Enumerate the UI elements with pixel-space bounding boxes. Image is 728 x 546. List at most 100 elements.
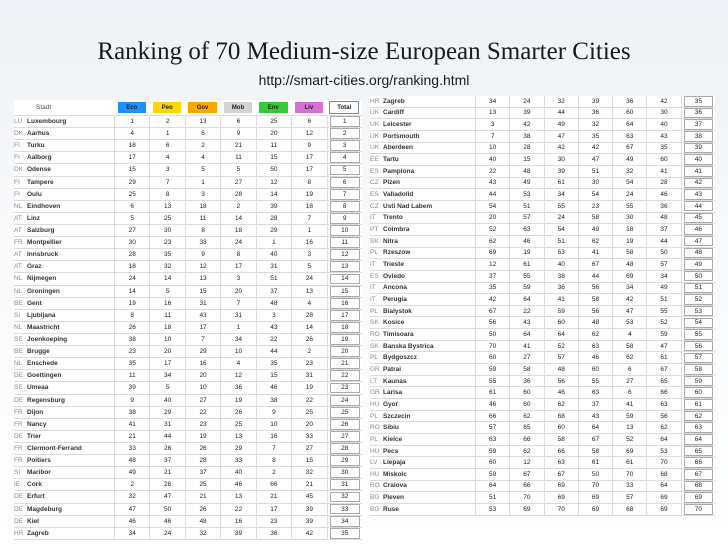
score-cell: 33 xyxy=(184,237,220,249)
total-rank-box: 9 xyxy=(329,212,360,224)
score-cell: 44 xyxy=(577,270,612,282)
score-cell: 5 xyxy=(291,261,326,273)
total-rank-cell: 41 xyxy=(680,165,715,177)
score-cell: 63 xyxy=(543,457,578,468)
score-cell: 33 xyxy=(291,430,326,442)
score-cell: 62 xyxy=(577,235,612,247)
city-name: SI Maribor xyxy=(14,467,114,478)
score-cell: 18 xyxy=(184,200,220,212)
score-cell: 25 xyxy=(255,116,291,128)
score-cell: 21 xyxy=(220,140,255,152)
city-name: NL Enschede xyxy=(14,358,114,369)
city-name: IT Trento xyxy=(370,213,475,224)
score-cell: 69 xyxy=(612,270,646,282)
score-cell: 39 xyxy=(543,165,578,177)
score-cell: 40 xyxy=(543,259,578,270)
score-cell: 24 xyxy=(220,237,255,249)
city-name: PT Coimbra xyxy=(370,224,475,235)
total-rank-cell: 39 xyxy=(680,142,715,154)
score-cell: 31 xyxy=(220,309,255,321)
score-cell: 31 xyxy=(291,370,326,382)
total-rank-box: 32 xyxy=(329,491,360,503)
total-rank-cell: 66 xyxy=(680,457,715,468)
city-label: Dijon xyxy=(27,408,44,416)
score-cell: 50 xyxy=(255,164,291,176)
score-cell: 39 xyxy=(291,503,326,515)
header-city-label: Stadt xyxy=(36,104,52,111)
city-name: DE Erfurt xyxy=(14,491,114,502)
score-cell: 48 xyxy=(114,455,149,467)
total-rank-cell: 26 xyxy=(326,418,362,430)
city-label: Regensburg xyxy=(27,396,65,404)
score-cell: 18 xyxy=(114,140,149,152)
score-cell: 3 xyxy=(184,188,220,200)
score-cell: 39 xyxy=(577,96,612,107)
score-cell: 25 xyxy=(149,212,184,224)
score-cell: 61 xyxy=(612,457,646,468)
city-name: UK Portsmouth xyxy=(370,131,475,142)
score-cell: 53 xyxy=(509,189,543,200)
city-name: RO Timisoara xyxy=(370,329,475,340)
city-name: LT Kaunas xyxy=(370,376,475,387)
score-cell: 32 xyxy=(291,467,326,479)
city-label: Kiel xyxy=(27,517,39,525)
city-name: NL Maastricht xyxy=(14,322,114,333)
table-row: SI Maribor 49 21 37 40 2 32 30 xyxy=(14,467,362,480)
score-cell: 1 xyxy=(291,224,326,237)
score-cell: 51 xyxy=(509,200,543,212)
total-rank-cell: 34 xyxy=(326,515,362,527)
country-code: DK xyxy=(14,130,24,138)
score-cell: 17 xyxy=(255,503,291,515)
score-cell: 35 xyxy=(114,358,149,370)
score-cell: 60 xyxy=(543,422,578,434)
score-cell: 56 xyxy=(475,317,509,329)
table-row: HR Zagreb 34 24 32 39 36 42 35 xyxy=(370,96,715,108)
country-code: EE xyxy=(370,156,379,164)
score-cell: 58 xyxy=(612,340,646,352)
score-cell: 28 xyxy=(184,455,220,467)
total-rank-cell: 14 xyxy=(326,273,362,285)
city-label: Timisoara xyxy=(383,330,414,338)
city-label: Brugge xyxy=(27,348,50,356)
score-cell: 23 xyxy=(149,237,184,249)
total-rank-cell: 65 xyxy=(680,445,715,457)
score-cell: 59 xyxy=(509,282,543,294)
total-rank-box: 23 xyxy=(329,382,360,394)
city-label: Kosice xyxy=(383,319,405,327)
country-code: SI xyxy=(14,469,21,477)
total-rank-box: 19 xyxy=(329,334,360,345)
score-cell: 33 xyxy=(612,480,646,492)
city-name: FR Dijon xyxy=(14,407,114,418)
country-code: DK xyxy=(14,166,24,174)
score-cell: 3 xyxy=(220,273,255,285)
total-rank-box: 24 xyxy=(329,394,360,406)
country-code: IT xyxy=(370,261,376,269)
table-row: SI Ljubljana 8 11 43 31 3 28 17 xyxy=(14,309,362,322)
header-swatch: Liv xyxy=(294,102,323,113)
score-cell: 47 xyxy=(577,154,612,165)
score-cell: 7 xyxy=(184,333,220,346)
score-cell: 58 xyxy=(543,434,578,445)
total-rank-box: 30 xyxy=(329,467,360,479)
table-row: ES Pamplona 22 48 39 51 32 41 41 xyxy=(370,165,715,178)
score-cell: 10 xyxy=(475,142,509,154)
score-cell: 37 xyxy=(149,455,184,467)
country-code: PL xyxy=(370,249,378,257)
table-row: PT Coimbra 52 63 54 49 18 37 46 xyxy=(370,224,715,236)
score-cell: 30 xyxy=(114,237,149,249)
city-name: ES Pamplona xyxy=(370,166,475,177)
total-rank-box: 51 xyxy=(684,282,713,294)
city-label: Aarhus xyxy=(27,130,50,138)
city-name: DE Goettingen xyxy=(14,370,114,381)
score-cell: 37 xyxy=(475,270,509,282)
score-cell: 32 xyxy=(149,261,184,273)
score-cell: 38 xyxy=(509,130,543,142)
header-swatch: Env xyxy=(259,102,288,113)
score-cell: 54 xyxy=(543,224,578,235)
score-cell: 8 xyxy=(184,224,220,237)
score-cell: 53 xyxy=(475,503,509,515)
score-cell: 17 xyxy=(291,152,326,164)
score-cell: 25 xyxy=(114,188,149,200)
score-cell: 19 xyxy=(291,382,326,394)
score-cell: 11 xyxy=(184,212,220,224)
